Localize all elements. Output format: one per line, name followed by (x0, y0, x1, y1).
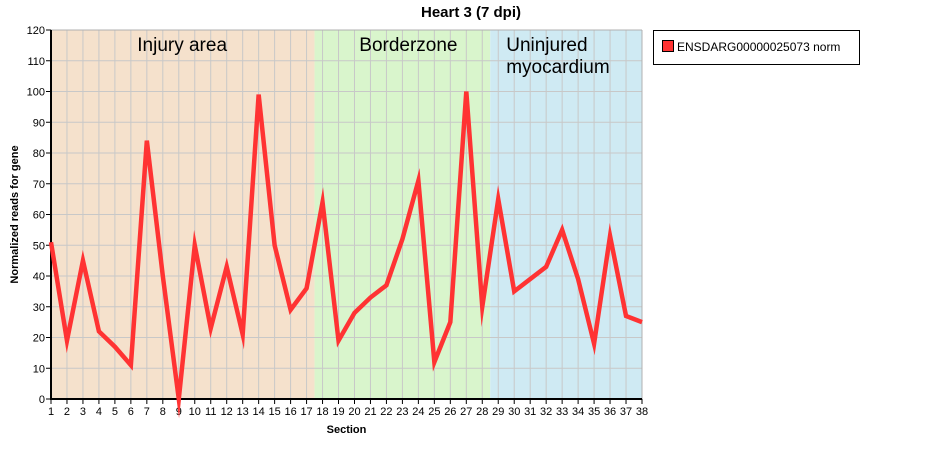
x-tick-label: 4 (96, 406, 102, 418)
y-tick-label: 30 (33, 302, 45, 314)
y-tick-label: 120 (27, 25, 45, 37)
x-tick-label: 38 (636, 406, 648, 418)
x-tick-label: 8 (160, 406, 166, 418)
y-axis-label: Normalized reads for gene (9, 145, 21, 283)
x-tick-label: 7 (144, 406, 150, 418)
region-labels: Injury area Borderzone Uninjured myocardium (137, 35, 609, 78)
legend: ENSDARG00000025073 norm (653, 30, 860, 65)
y-tick-label: 50 (33, 240, 45, 252)
x-tick-label: 14 (253, 406, 265, 418)
x-tick-label: 32 (540, 406, 552, 418)
x-tick-label: 16 (284, 406, 296, 418)
x-tick-label: 2 (64, 406, 70, 418)
x-tick-label: 24 (412, 406, 424, 418)
x-tick-label: 37 (620, 406, 632, 418)
x-tick-label: 6 (128, 406, 134, 418)
region-label: Injury area (137, 35, 227, 56)
y-tick-label: 40 (33, 271, 45, 283)
x-tick-label: 23 (396, 406, 408, 418)
y-tick-label: 110 (27, 56, 45, 68)
y-tick-label: 0 (39, 394, 45, 406)
x-tick-label: 3 (80, 406, 86, 418)
series-line (48, 91, 643, 419)
x-tick-label: 21 (364, 406, 376, 418)
legend-label: ENSDARG00000025073 norm (677, 40, 840, 54)
x-tick-label: 22 (380, 406, 392, 418)
region-label: Uninjured myocardium (506, 35, 609, 78)
x-tick-label: 10 (189, 406, 201, 418)
x-tick-label: 34 (572, 406, 584, 418)
region-label-line: myocardium (506, 57, 609, 78)
x-tick-label: 12 (221, 406, 233, 418)
x-tick-label: 18 (316, 406, 328, 418)
x-tick-label: 35 (588, 406, 600, 418)
y-tick-label: 90 (33, 117, 45, 129)
y-tick-label: 20 (33, 333, 45, 345)
legend-box (653, 30, 860, 65)
x-tick-label: 30 (508, 406, 520, 418)
x-tick-label: 5 (112, 406, 118, 418)
x-tick-label: 15 (268, 406, 280, 418)
y-tick-label: 70 (33, 179, 45, 191)
x-tick-label: 13 (237, 406, 249, 418)
x-tick-label: 36 (604, 406, 616, 418)
y-tick-label: 10 (33, 363, 45, 375)
y-tick-label: 60 (33, 210, 45, 222)
x-tick-label: 31 (524, 406, 536, 418)
legend-swatch (662, 40, 674, 52)
x-axis-label: Section (327, 424, 367, 436)
region-label-line: Borderzone (359, 35, 457, 56)
x-tick-label: 26 (444, 406, 456, 418)
region-label: Borderzone (359, 35, 457, 56)
x-tick-label: 11 (205, 406, 216, 418)
chart-title: Heart 3 (7 dpi) (421, 4, 521, 21)
x-tick-label: 1 (48, 406, 54, 418)
x-tick-label: 19 (332, 406, 344, 418)
y-tick-label: 100 (27, 87, 45, 99)
x-tick-label: 25 (428, 406, 440, 418)
x-tick-label: 33 (556, 406, 568, 418)
x-tick-label: 29 (492, 406, 504, 418)
series-layer (48, 91, 643, 419)
x-tick-label: 27 (460, 406, 472, 418)
region-label-line: Uninjured (506, 35, 587, 56)
region-label-line: Injury area (137, 35, 227, 56)
x-tick-label: 17 (300, 406, 312, 418)
y-tick-label: 80 (33, 148, 45, 160)
x-tick-label: 20 (348, 406, 360, 418)
x-tick-label: 28 (476, 406, 488, 418)
